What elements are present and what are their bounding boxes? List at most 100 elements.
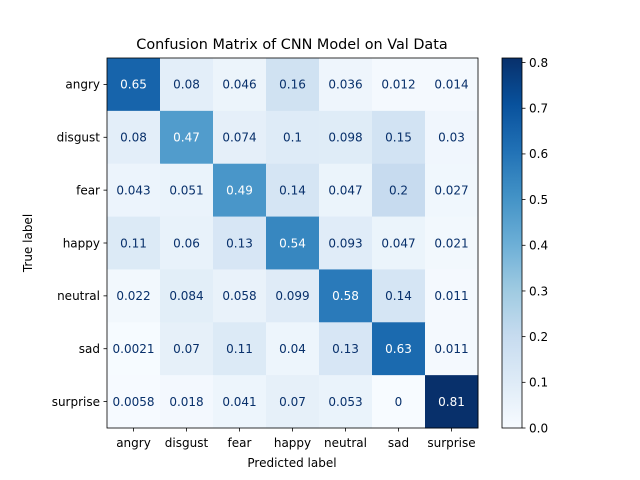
heatmap-cell [425,110,479,165]
heatmap-cell [319,163,373,218]
cell-value-label: 0.14 [279,183,306,197]
heatmap-cell [107,322,161,376]
heatmap-cell [372,58,426,112]
heatmap-cell [266,216,320,270]
cell-value-label: 0.13 [332,342,359,356]
cell-value-label: 0.14 [385,289,412,303]
x-tick-label: neutral [324,436,367,450]
cell-value-label: 0.027 [434,183,468,197]
cell-value-label: 0.81 [438,395,465,409]
cell-value-label: 0.08 [173,78,200,92]
cell-value-label: 0.58 [332,289,359,303]
heatmap-cell [107,375,161,429]
cell-value-label: 0.16 [279,78,306,92]
cell-value-label: 0.0021 [113,342,155,356]
colorbar-tick-label: 0.1 [529,376,548,390]
heatmap-cell [425,375,479,429]
heatmap-cell [213,163,267,218]
heatmap-cell [266,269,320,323]
cell-value-label: 0.11 [226,342,253,356]
heatmap-cells [107,58,479,429]
colorbar-tick-label: 0.7 [529,102,548,116]
x-tick-label: fear [228,436,252,450]
heatmap-cell [266,322,320,376]
cell-value-label: 0.11 [120,236,147,250]
heatmap-cell [160,58,214,112]
heatmap-cell [160,163,214,218]
plot-frame [106,57,479,429]
heatmap-cell [107,110,161,165]
heatmap-cell [319,110,373,165]
heatmap-cell [319,322,373,376]
heatmap-cell [266,58,320,112]
heatmap-cell [160,216,214,270]
cell-value-label: 0.1 [283,131,302,145]
cell-value-label: 0.043 [116,183,150,197]
heatmap-cell [372,269,426,323]
cell-value-label: 0.04 [279,342,306,356]
heatmap-cell [319,375,373,429]
cell-value-label: 0.2 [389,183,408,197]
cell-value-label: 0.036 [328,78,362,92]
x-tick-label: angry [116,436,151,450]
y-axis-label: True label [21,214,35,273]
colorbar-tick-label: 0.0 [529,421,548,435]
cell-value-label: 0.011 [434,342,468,356]
colorbar [501,57,523,429]
heatmap-cell [425,216,479,270]
heatmap-cell [213,216,267,270]
heatmap-cell [107,269,161,323]
heatmap-cell [372,375,426,429]
cell-value-label: 0.047 [381,236,415,250]
cell-value-label: 0.54 [279,236,306,250]
colorbar-ticks: 0.0 0.1 0.2 0.3 0.4 0.5 0.6 0.7 0.8 [522,56,548,435]
cell-value-label: 0.07 [279,395,306,409]
heatmap-cell [160,110,214,165]
chart-title: Confusion Matrix of CNN Model on Val Dat… [136,37,447,53]
cell-value-label: 0.63 [385,342,412,356]
x-tick-label: sad [388,436,409,450]
heatmap-cell [213,58,267,112]
cell-value-label: 0.058 [222,289,256,303]
y-axis-ticks: angry disgust fear happy neutral sad surprise [52,78,107,409]
heatmap-cell [107,216,161,270]
colorbar-tick-label: 0.8 [529,56,548,70]
cell-value-label: 0.051 [169,183,203,197]
cell-value-label: 0.13 [226,236,253,250]
heatmap-cell [372,110,426,165]
heatmap-cell [213,322,267,376]
cell-value-label: 0.49 [226,183,253,197]
heatmap-cell [266,163,320,218]
cell-value-label: 0.07 [173,342,200,356]
cell-value-label: 0.014 [434,78,468,92]
cell-value-label: 0.011 [434,289,468,303]
cell-value-label: 0.046 [222,78,256,92]
cell-value-label: 0.021 [434,236,468,250]
colorbar-tick-label: 0.4 [529,239,548,253]
heatmap-cell [213,269,267,323]
cell-value-label: 0.074 [222,131,256,145]
heatmap-cell [160,375,214,429]
heatmap-cell [160,269,214,323]
x-tick-label: disgust [165,436,209,450]
cell-value-label: 0.08 [120,131,147,145]
cell-value-label: 0.041 [222,395,256,409]
heatmap-cell [372,163,426,218]
cell-value-label: 0.65 [120,78,147,92]
heatmap-cell [213,375,267,429]
heatmap-cell [425,58,479,112]
y-tick-label: disgust [57,131,101,145]
colorbar-tick-label: 0.3 [529,284,548,298]
cell-value-label: 0.047 [328,183,362,197]
cell-value-label: 0.084 [169,289,203,303]
heatmap-cell [213,110,267,165]
heatmap-cell [266,375,320,429]
heatmap-cell [372,216,426,270]
heatmap-cell [319,216,373,270]
heatmap-cell [425,269,479,323]
cell-value-label: 0.0058 [113,395,155,409]
colorbar-tick-label: 0.5 [529,193,548,207]
heatmap-cell [425,322,479,376]
y-tick-label: angry [65,78,100,92]
